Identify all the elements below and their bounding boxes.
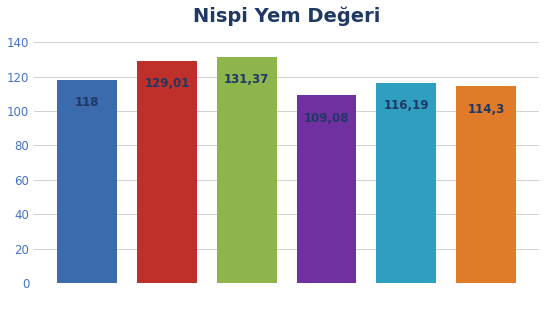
- Text: 114,3: 114,3: [467, 103, 505, 116]
- Legend: Kontrol, HMLAB, HMLAB +E, HTLAB, HTLAB +E, HM+HTLAB +E: Kontrol, HMLAB, HMLAB +E, HTLAB, HTLAB +…: [89, 330, 484, 333]
- Title: Nispi Yem Değeri: Nispi Yem Değeri: [193, 7, 381, 26]
- Text: 131,37: 131,37: [224, 73, 269, 86]
- Text: 109,08: 109,08: [304, 112, 349, 125]
- Text: 129,01: 129,01: [144, 77, 189, 90]
- Bar: [137, 61, 197, 283]
- Bar: [376, 83, 436, 283]
- Bar: [296, 95, 357, 283]
- Bar: [57, 80, 117, 283]
- Text: 118: 118: [75, 96, 99, 109]
- Bar: [456, 86, 516, 283]
- Text: 116,19: 116,19: [384, 99, 429, 112]
- Bar: [217, 57, 277, 283]
